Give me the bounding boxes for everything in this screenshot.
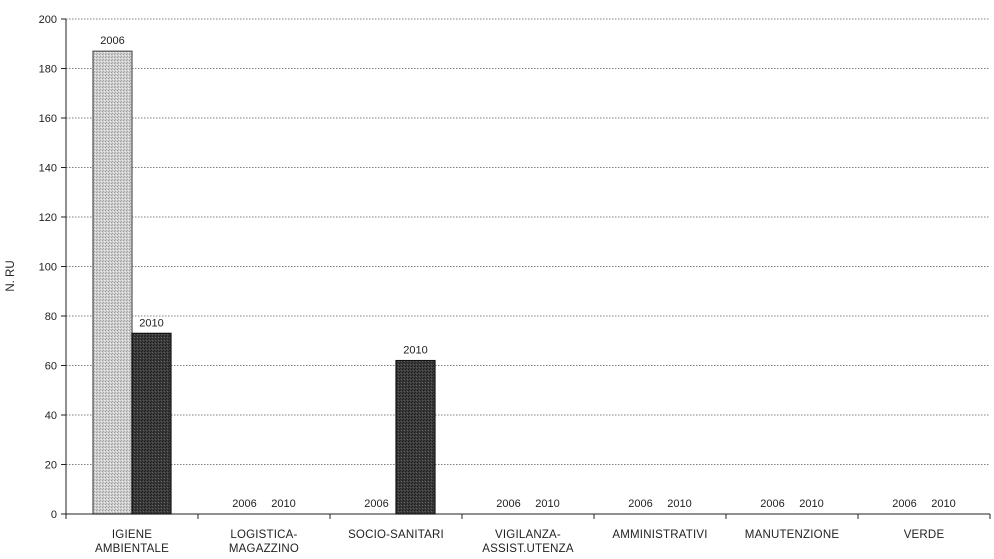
bar-2010 <box>395 359 436 515</box>
data-label-2010: 2010 <box>799 498 823 510</box>
x-tick-label: VERDE <box>904 529 945 541</box>
y-tick-label: 80 <box>45 311 57 323</box>
data-label-2006: 2006 <box>232 498 256 510</box>
data-label-2006: 2006 <box>760 498 784 510</box>
x-tick-label: AMBIENTALE <box>95 543 169 555</box>
y-tick-label: 60 <box>45 361 57 373</box>
gridlines <box>66 18 990 465</box>
category-labels: IGIENE AMBIENTALE LOGISTICA- MAGAZZINO SOCIO… <box>95 529 944 555</box>
data-label-2006: 2006 <box>100 35 124 47</box>
data-label-2010: 2010 <box>535 498 559 510</box>
data-labels: 2006 2010 2006 2010 2006 2010 2006 2010 2006 2010… <box>100 35 955 510</box>
y-tick-label: 200 <box>39 14 57 26</box>
x-tick-label: MANUTENZIONE <box>745 529 840 541</box>
y-tick-label: 120 <box>39 212 57 224</box>
y-axis-label: N. RU <box>5 260 17 291</box>
bar-2010 <box>131 332 172 515</box>
y-tick-label: 140 <box>39 163 57 175</box>
data-label-2010: 2010 <box>667 498 691 510</box>
bar-2006 <box>92 50 133 515</box>
y-tick-label: 100 <box>39 262 57 274</box>
data-label-2006: 2006 <box>364 498 388 510</box>
x-tick-label: AMMINISTRATIVI <box>612 529 707 541</box>
x-tick-label: IGIENE <box>112 529 152 541</box>
data-label-2010: 2010 <box>139 317 163 329</box>
data-label-2006: 2006 <box>892 498 916 510</box>
y-tick-label: 0 <box>51 509 57 521</box>
y-tick-labels: 0 20 40 60 80 100 120 140 160 180 200 <box>39 14 57 521</box>
data-label-2010: 2010 <box>271 498 295 510</box>
x-tick-label: LOGISTICA- <box>230 529 297 541</box>
axes <box>61 18 991 519</box>
x-tick-label: VIGILANZA- <box>495 529 561 541</box>
x-tick-label: MAGAZZINO <box>229 543 299 555</box>
data-label-2006: 2006 <box>496 498 520 510</box>
y-tick-label: 40 <box>45 410 57 422</box>
data-label-2010: 2010 <box>931 498 955 510</box>
x-tick-label: SOCIO-SANITARI <box>348 529 444 541</box>
y-tick-label: 20 <box>45 460 57 472</box>
x-tick-label: ASSIST.UTENZA <box>482 543 574 555</box>
data-label-2006: 2006 <box>628 498 652 510</box>
y-tick-label: 180 <box>39 64 57 76</box>
y-tick-label: 160 <box>39 113 57 125</box>
data-label-2010: 2010 <box>403 345 427 357</box>
bars <box>92 50 436 515</box>
